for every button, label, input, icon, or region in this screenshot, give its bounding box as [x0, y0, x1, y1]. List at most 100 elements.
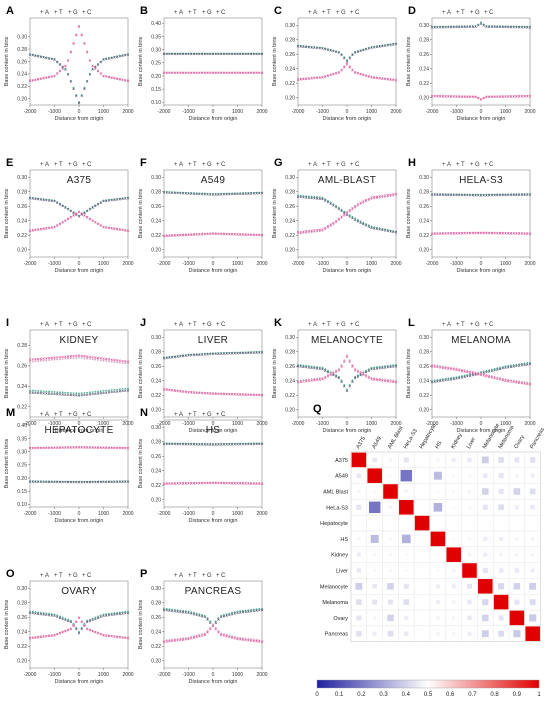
data-point [299, 379, 302, 382]
data-point [441, 378, 444, 381]
data-point [58, 222, 62, 226]
data-point [168, 608, 171, 611]
data-point [214, 627, 217, 631]
data-point [496, 377, 499, 381]
data-point [498, 367, 502, 371]
data-point [88, 355, 92, 359]
data-point [85, 355, 89, 358]
data-point [318, 228, 321, 231]
heatmap-cell [493, 594, 509, 610]
data-point [233, 443, 236, 446]
x-tick-label: 2000 [256, 109, 267, 115]
data-point [490, 369, 494, 373]
data-point [302, 380, 305, 383]
data-point [203, 392, 207, 395]
y-tick-label: 0.40 [17, 423, 27, 429]
data-point [517, 193, 521, 197]
data-point [127, 610, 129, 613]
data-point [176, 482, 179, 485]
data-point [42, 480, 45, 484]
data-point [113, 613, 116, 616]
data-point [517, 381, 521, 384]
data-point [209, 232, 212, 236]
x-tick-label: -2000 [24, 672, 37, 678]
data-point [258, 393, 261, 397]
data-point [463, 232, 466, 235]
y-tick-label: 0.30 [285, 335, 295, 341]
y-tick-label: 0.15 [151, 87, 161, 93]
y-axis-label: Base content in bins [138, 348, 144, 398]
data-point [359, 49, 362, 53]
data-point [247, 442, 250, 446]
data-point [302, 379, 305, 382]
panel-o: O + A + T + G + C0.200.220.240.260.280.30-2000 -1… [4, 568, 134, 685]
data-point [324, 368, 327, 371]
data-point [488, 369, 491, 372]
data-point [124, 78, 127, 82]
data-point [394, 192, 398, 196]
data-point [94, 631, 97, 634]
data-point [329, 372, 332, 375]
data-point [181, 354, 185, 358]
data-point [517, 26, 521, 29]
data-point [337, 369, 341, 372]
data-point [370, 376, 373, 379]
data-point [179, 52, 182, 56]
heatmap-cell [430, 531, 446, 547]
x-tick-label: -1000 [316, 261, 329, 267]
legend-marker-c: + [484, 322, 488, 328]
data-point [124, 362, 127, 365]
legend-marker-a: + [442, 10, 446, 16]
data-point [39, 228, 43, 231]
data-point [389, 230, 392, 233]
data-point [343, 214, 346, 217]
data-point [351, 380, 354, 383]
legend-marker-t: + [322, 162, 326, 168]
data-point [228, 393, 231, 396]
data-point [512, 193, 515, 197]
x-tick-label: 1000 [366, 109, 377, 115]
data-point [170, 356, 174, 359]
x-axis-label: Distance from origin [189, 518, 238, 524]
data-point [64, 446, 67, 449]
data-point [200, 71, 204, 75]
data-point [75, 354, 78, 358]
data-point [228, 634, 231, 637]
y-tick-label: 0.30 [151, 335, 161, 341]
data-point [392, 193, 395, 196]
heatmap-cell [421, 601, 424, 604]
data-point [217, 443, 220, 446]
panel-i: I + A + T + G + C0.220.240.260.28-2000 -1000 0 1000… [4, 317, 134, 434]
data-point [192, 636, 196, 639]
data-point [252, 482, 256, 485]
y-tick-label: 0.26 [151, 204, 161, 210]
data-point [91, 617, 94, 620]
data-point [230, 71, 234, 75]
data-point [318, 378, 321, 381]
data-point [198, 614, 201, 617]
data-point [163, 607, 165, 610]
data-point [452, 367, 455, 369]
data-point [520, 381, 524, 385]
data-point [447, 378, 450, 381]
series-t [28, 389, 130, 397]
heatmap-cell [467, 599, 472, 605]
data-point [34, 611, 37, 613]
x-tick-label: -1000 [182, 421, 195, 427]
data-point [260, 482, 264, 486]
data-point [83, 41, 86, 45]
data-point [373, 46, 376, 49]
data-point [88, 628, 92, 632]
data-point [42, 392, 45, 395]
data-point [310, 195, 313, 198]
data-point [39, 359, 42, 362]
data-point [105, 634, 108, 637]
data-point [209, 626, 212, 629]
data-point [466, 25, 469, 29]
data-point [302, 196, 305, 199]
data-point [195, 443, 198, 446]
data-point [310, 46, 313, 49]
data-point [436, 380, 439, 383]
data-point [124, 387, 127, 390]
y-tick-label: 0.40 [151, 21, 161, 27]
